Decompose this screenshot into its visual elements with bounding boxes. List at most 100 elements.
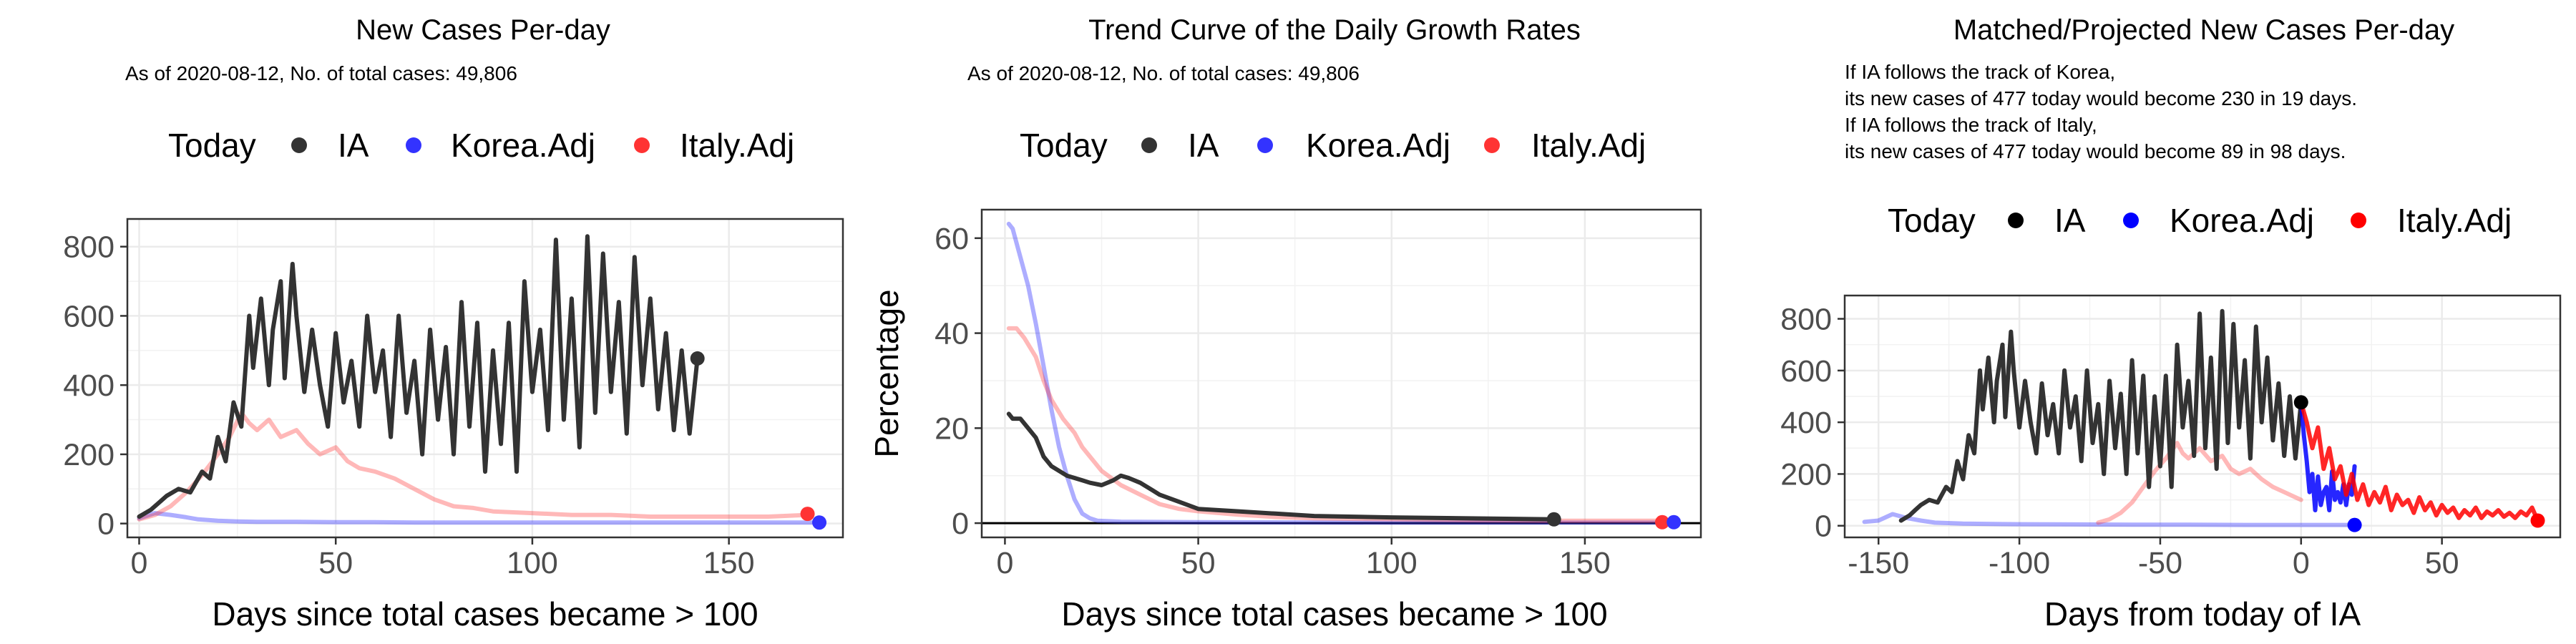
legend-title: Today [168,127,256,164]
plot-border [980,208,1702,539]
series-line-italy-adj [2096,441,2303,525]
today-point-italy-adj [1654,514,1669,530]
legend-label-ia: IA [2054,202,2086,239]
legend-key-ia [1141,137,1157,153]
x-tick-label: 0 [131,546,148,580]
today-points [2293,395,2545,532]
x-tick-label: 50 [1181,546,1216,580]
plot-border [1843,294,2562,539]
x-tick-label: -100 [1989,546,2050,580]
chart-panel-growth-rates: Trend Curve of the Daily Growth Rates As… [868,14,1702,633]
today-point-italy-adj [800,507,815,522]
y-tick-label: 0 [952,507,969,541]
y-tick-label: 600 [1780,354,1832,389]
chart-subtitle-line: If IA follows the track of Italy, [1845,114,2097,136]
chart-subtitle-line: its new cases of 477 today would become … [1845,140,2346,162]
legend-title: Today [1020,127,1108,164]
x-axis: 0 50 100 150 [996,537,1611,580]
plot-area: -150 -100 -50 0 50 0 200 400 600 800 [1780,294,2562,580]
y-tick-label: 200 [1780,457,1832,492]
legend-key-korea [406,137,421,153]
y-axis-label: Percentage [868,289,905,457]
x-tick-label: 0 [996,546,1013,580]
x-tick-label: 0 [2293,546,2310,580]
chart-title: Trend Curve of the Daily Growth Rates [1088,14,1581,46]
x-tick-label: -50 [2138,546,2182,580]
plot-border [126,218,844,539]
y-axis: 0 200 400 600 800 [63,230,127,542]
series-group [1862,308,2540,527]
x-tick-label: 100 [507,546,558,580]
chart-panel-projected-cases: Matched/Projected New Cases Per-day If I… [1780,14,2562,633]
series-line-korea-adj [137,511,821,525]
x-tick-label: 50 [318,546,353,580]
legend-title: Today [1888,202,1976,239]
chart-subtitle-line: its new cases of 477 today would become … [1845,87,2357,109]
y-axis: 0 200 400 600 800 [1780,303,1845,544]
legend-key-korea [2123,213,2139,228]
today-point-ia [2293,395,2308,410]
chart-panel-new-cases: New Cases Per-day As of 2020-08-12, No. … [63,14,844,633]
y-tick-label: 400 [63,369,114,403]
today-point-ia [690,351,705,366]
series-line-korea-adj-projected [2298,400,2357,512]
y-tick-label: 60 [935,222,969,256]
x-tick-label: 50 [2425,546,2459,580]
x-axis-label: Days since total cases became > 100 [1061,595,1607,633]
legend-label-italy: Italy.Adj [1531,127,1646,164]
y-tick-label: 400 [1780,406,1832,440]
today-point-italy-adj [2530,513,2545,528]
legend-label-ia: IA [1188,127,1219,164]
y-tick-label: 20 [935,411,969,446]
legend: Today IA Korea.Adj Italy.Adj [168,127,794,164]
series-line-korea-adj [1006,221,1677,525]
legend-label-korea: Korea.Adj [451,127,595,164]
series-group [1006,221,1677,525]
chart-title: New Cases Per-day [356,14,610,46]
y-tick-label: 600 [63,299,114,333]
y-axis: 0 20 40 60 [935,222,982,541]
series-line-ia [1898,308,2303,523]
x-axis-label: Days from today of IA [2044,595,2361,633]
legend-label-italy: Italy.Adj [2397,202,2512,239]
chart-subtitle-line: If IA follows the track of Korea, [1845,61,2115,83]
y-tick-label: 40 [935,317,969,351]
legend: Today IA Korea.Adj Italy.Adj [1020,127,1646,164]
legend: Today IA Korea.Adj Italy.Adj [1888,202,2512,239]
today-point-korea-adj [2347,517,2362,532]
chart-subtitle-line: As of 2020-08-12, No. of total cases: 49… [967,62,1360,84]
chart-subtitle-line: As of 2020-08-12, No. of total cases: 49… [125,62,517,84]
x-axis: 0 50 100 150 [131,537,755,580]
y-tick-label: 0 [97,507,114,542]
y-tick-label: 800 [1780,303,1832,337]
x-tick-label: -150 [1848,546,1909,580]
today-points [1546,512,1682,530]
y-tick-label: 800 [63,230,114,265]
x-axis-label: Days since total cases became > 100 [212,595,758,633]
today-point-korea-adj [1667,514,1682,530]
today-point-korea-adj [812,515,827,530]
series-line-italy-adj-projected [2298,400,2540,523]
plot-area: 0 50 100 150 0 200 400 600 800 [63,218,844,580]
legend-key-korea [1257,137,1273,153]
legend-key-italy [1484,137,1500,153]
plot-background [127,219,843,537]
y-tick-label: 200 [63,438,114,472]
legend-key-ia [2008,213,2024,228]
series-line-ia [137,234,700,519]
x-axis: -150 -100 -50 0 50 [1848,537,2459,580]
legend-label-korea: Korea.Adj [2170,202,2314,239]
x-tick-label: 150 [703,546,755,580]
x-tick-label: 150 [1559,546,1611,580]
plot-area: 0 50 100 150 0 20 40 60 [935,208,1702,580]
today-point-ia [1546,512,1561,527]
today-points [690,351,827,530]
y-tick-label: 0 [1815,509,1832,544]
chart-title: Matched/Projected New Cases Per-day [1953,14,2454,46]
legend-key-italy [2351,213,2366,228]
legend-label-korea: Korea.Adj [1306,127,1450,164]
x-tick-label: 100 [1366,546,1418,580]
series-line-korea-adj [1862,512,2357,527]
plot-background [982,210,1701,537]
